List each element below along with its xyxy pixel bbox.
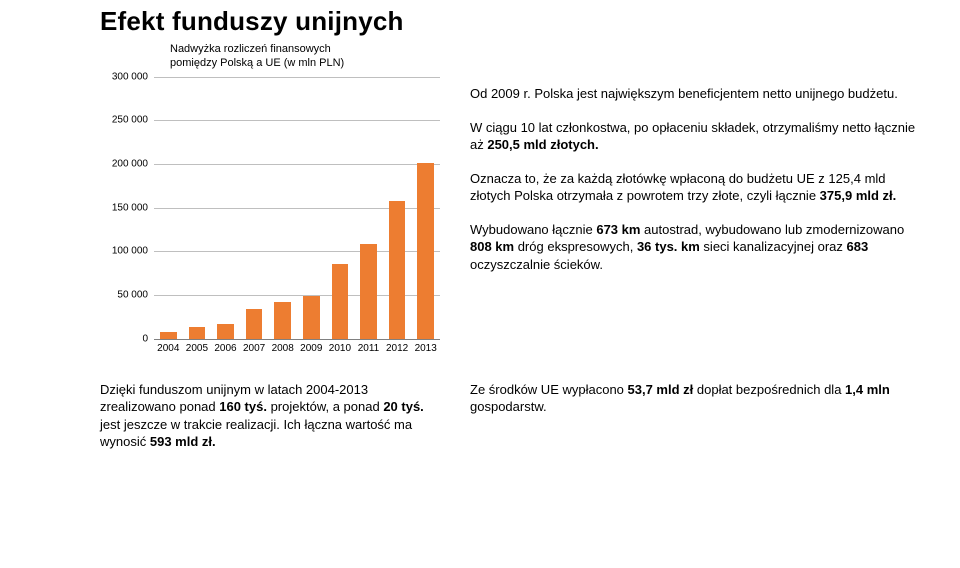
y-axis-label: 150 000 bbox=[112, 202, 148, 213]
page-title: Efekt funduszy unijnych bbox=[100, 6, 920, 37]
x-axis-label: 2006 bbox=[214, 343, 236, 354]
plot-area: 2004200520062007200820092010201120122013 bbox=[154, 77, 440, 339]
para-1: Od 2009 r. Polska jest największym benef… bbox=[470, 85, 920, 103]
left-column: Nadwyżka rozliczeń finansowych pomiędzy … bbox=[100, 43, 440, 357]
chart-subtitle: Nadwyżka rozliczeń finansowych pomiędzy … bbox=[170, 43, 440, 71]
chart-subtitle-line2: pomiędzy Polską a UE (w mln PLN) bbox=[170, 57, 344, 69]
x-axis-label: 2008 bbox=[272, 343, 294, 354]
below-left: Dzięki funduszom unijnym w latach 2004-2… bbox=[100, 381, 440, 451]
x-axis-label: 2004 bbox=[157, 343, 179, 354]
bar bbox=[246, 309, 263, 339]
bar bbox=[360, 244, 377, 338]
right-column: Od 2009 r. Polska jest największym benef… bbox=[470, 43, 920, 357]
bar bbox=[217, 324, 234, 339]
x-axis-label: 2011 bbox=[358, 343, 380, 354]
bar bbox=[274, 302, 291, 339]
x-axis-label: 2012 bbox=[386, 343, 408, 354]
x-axis-label: 2009 bbox=[300, 343, 322, 354]
bar bbox=[160, 332, 177, 339]
x-axis-label: 2007 bbox=[243, 343, 265, 354]
below-right: Ze środków UE wypłacono 53,7 mld zł dopł… bbox=[470, 381, 920, 451]
x-axis-label: 2013 bbox=[415, 343, 437, 354]
para-4: Wybudowano łącznie 673 km autostrad, wyb… bbox=[470, 221, 920, 274]
bar-chart: 050 000100 000150 000200 000250 000300 0… bbox=[100, 77, 440, 357]
y-axis-label: 50 000 bbox=[117, 289, 148, 300]
x-axis-label: 2005 bbox=[186, 343, 208, 354]
y-axis-label: 100 000 bbox=[112, 246, 148, 257]
y-axis-label: 250 000 bbox=[112, 115, 148, 126]
below-row: Dzięki funduszom unijnym w latach 2004-2… bbox=[100, 381, 920, 451]
y-axis-label: 0 bbox=[142, 333, 148, 344]
bar bbox=[389, 201, 406, 339]
content-row: Nadwyżka rozliczeń finansowych pomiędzy … bbox=[100, 43, 920, 357]
bar bbox=[332, 264, 349, 338]
x-axis-label: 2010 bbox=[329, 343, 351, 354]
page: Efekt funduszy unijnych Nadwyżka rozlicz… bbox=[0, 0, 960, 461]
chart-wrap: 050 000100 000150 000200 000250 000300 0… bbox=[100, 77, 440, 357]
para-2: W ciągu 10 lat członkostwa, po opłaceniu… bbox=[470, 119, 920, 154]
gridline bbox=[154, 339, 440, 340]
y-axis-label: 300 000 bbox=[112, 71, 148, 82]
bar bbox=[417, 163, 434, 339]
y-axis-label: 200 000 bbox=[112, 158, 148, 169]
chart-subtitle-line1: Nadwyżka rozliczeń finansowych bbox=[170, 43, 331, 55]
bar bbox=[189, 327, 206, 338]
bar bbox=[303, 296, 320, 339]
para-3: Oznacza to, że za każdą złotówkę wpłacon… bbox=[470, 170, 920, 205]
